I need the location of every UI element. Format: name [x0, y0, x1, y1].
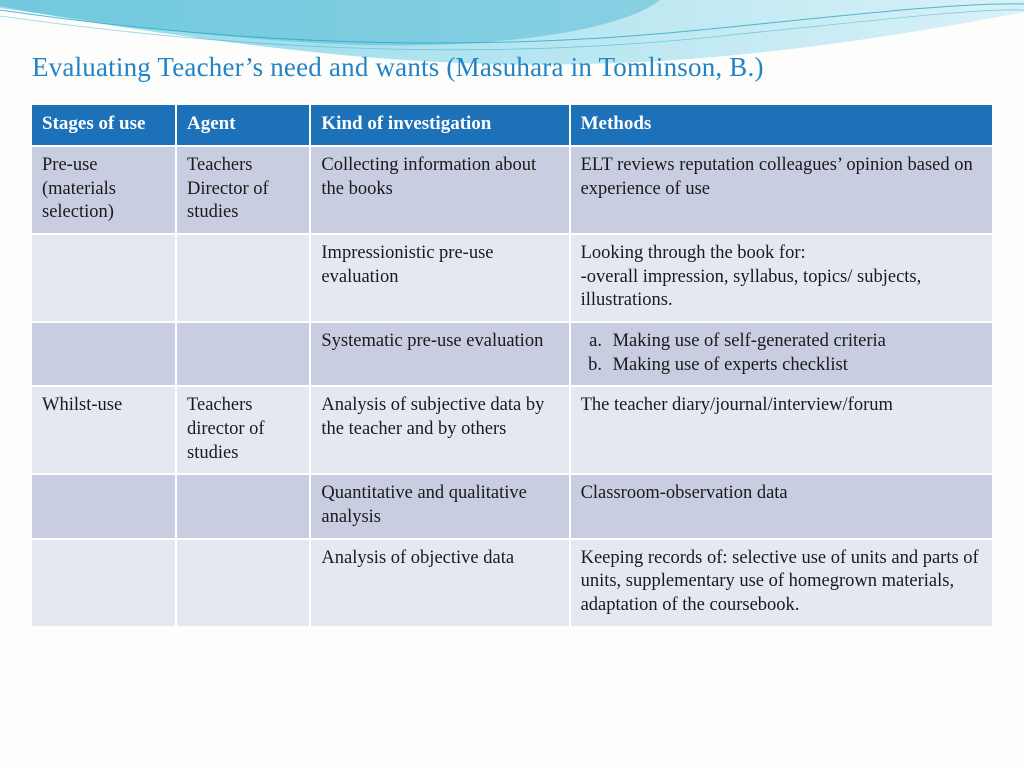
table-cell [32, 474, 176, 538]
table-cell: Classroom-observation data [570, 474, 992, 538]
list-item: Making use of experts checklist [607, 354, 982, 378]
table-cell: Keeping records of: selective use of uni… [570, 539, 992, 626]
list-item: Making use of self-generated criteria [607, 330, 982, 354]
col-header-methods: Methods [570, 105, 992, 146]
methods-list: Making use of self-generated criteriaMak… [581, 330, 982, 377]
table-row: Analysis of objective dataKeeping record… [32, 539, 992, 626]
table-cell: Teachers director of studies [176, 386, 310, 474]
table-cell: Impressionistic pre-use evaluation [310, 234, 569, 322]
table-cell: The teacher diary/journal/interview/foru… [570, 386, 992, 474]
table-cell [176, 234, 310, 322]
table-cell: Teachers Director of studies [176, 146, 310, 234]
table-cell: Systematic pre-use evaluation [310, 322, 569, 386]
table-cell: Looking through the book for:-overall im… [570, 234, 992, 322]
table-cell [32, 234, 176, 322]
table-row: Systematic pre-use evaluation Making use … [32, 322, 992, 386]
table-cell: Whilst-use [32, 386, 176, 474]
table-row: Pre-use (materials selection)Teachers Di… [32, 146, 992, 234]
table-cell: Pre-use (materials selection) [32, 146, 176, 234]
col-header-agent: Agent [176, 105, 310, 146]
table-cell [176, 322, 310, 386]
col-header-stages: Stages of use [32, 105, 176, 146]
table-cell: Collecting information about the books [310, 146, 569, 234]
col-header-investigation: Kind of investigation [310, 105, 569, 146]
table-row: Whilst-useTeachers director of studiesAn… [32, 386, 992, 474]
slide-title: Evaluating Teacher’s need and wants (Mas… [32, 52, 992, 83]
table-cell: Analysis of objective data [310, 539, 569, 626]
evaluation-table: Stages of use Agent Kind of investigatio… [32, 105, 992, 626]
table-cell [32, 322, 176, 386]
table-header-row: Stages of use Agent Kind of investigatio… [32, 105, 992, 146]
table-row: Impressionistic pre-use evaluationLookin… [32, 234, 992, 322]
table-cell [176, 474, 310, 538]
table-cell: Making use of self-generated criteriaMak… [570, 322, 992, 386]
table-cell: ELT reviews reputation colleagues’ opini… [570, 146, 992, 234]
table-row: Quantitative and qualitative analysisCla… [32, 474, 992, 538]
table-cell: Quantitative and qualitative analysis [310, 474, 569, 538]
table-cell [176, 539, 310, 626]
table-cell [32, 539, 176, 626]
table-cell: Analysis of subjective data by the teach… [310, 386, 569, 474]
